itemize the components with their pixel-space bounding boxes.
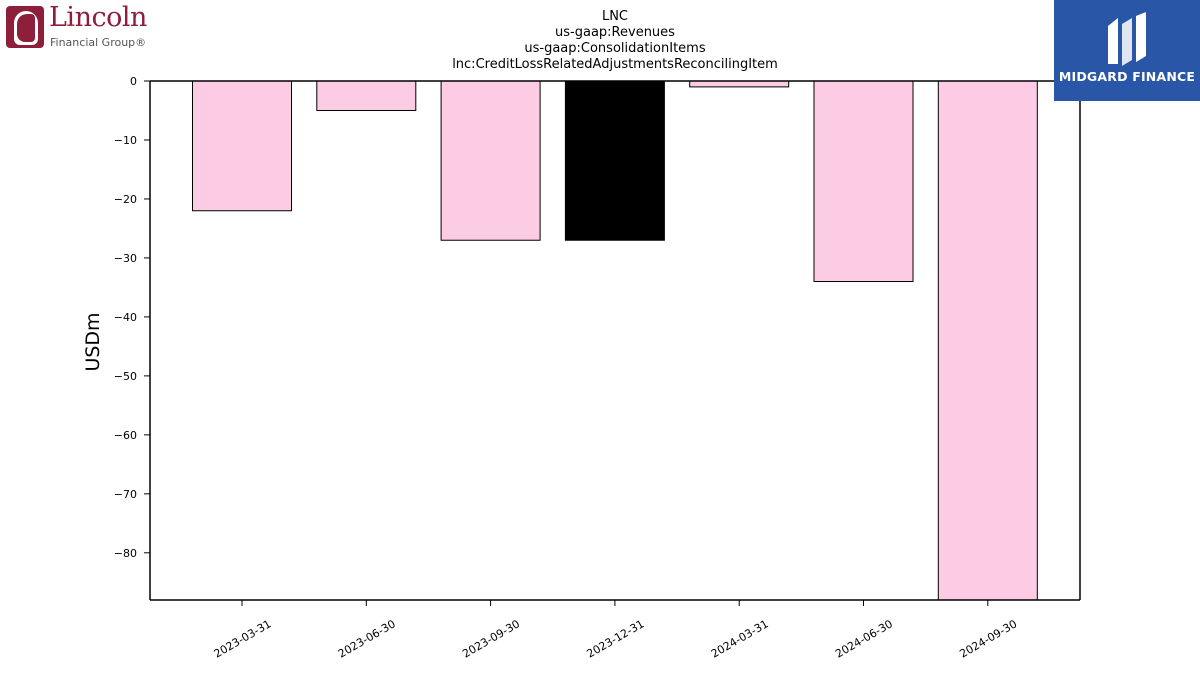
y-tick-label: −70 xyxy=(114,488,137,501)
y-tick-label: −50 xyxy=(114,370,137,383)
lincoln-profile-icon xyxy=(6,6,44,48)
x-tick-label: 2023-03-31 xyxy=(212,617,274,660)
lincoln-logo-subtitle: Financial Group® xyxy=(50,36,147,49)
chart-title: LNCus-gaap:Revenuesus-gaap:Consolidation… xyxy=(452,9,778,72)
bar-2023-12-31 xyxy=(564,80,665,241)
y-ticks: 0 −10 −20 −30 −40 −50 −60 −70 −80 xyxy=(114,75,150,560)
y-tick-label: −40 xyxy=(114,311,137,324)
lincoln-logo: Lincoln Financial Group® xyxy=(4,2,154,52)
x-tick-label: 2023-09-30 xyxy=(460,617,522,660)
y-tick-label: −60 xyxy=(114,429,137,442)
midgard-logo-name: MIDGARD FINANCE xyxy=(1058,69,1196,84)
x-tick-label: 2024-06-30 xyxy=(833,617,895,660)
bar-2023-09-30 xyxy=(440,80,541,241)
y-tick-label: 0 xyxy=(130,75,137,88)
midgard-finance-logo: MIDGARD FINANCE xyxy=(1054,0,1200,101)
bar-2023-06-30 xyxy=(316,80,417,111)
chart-title-line: LNC xyxy=(602,9,628,24)
chart-title-line: us-gaap:Revenues xyxy=(555,25,675,40)
midgard-emblem-icon xyxy=(1108,12,1146,66)
x-tick-label: 2023-06-30 xyxy=(336,617,398,660)
bar-2023-03-31 xyxy=(192,80,292,212)
bar-2024-06-30 xyxy=(813,80,914,283)
x-ticks: 2023-03-31 2023-06-30 2023-09-30 2023-12-31… xyxy=(212,600,1019,661)
y-tick-label: −20 xyxy=(114,193,137,206)
y-tick-label: −10 xyxy=(114,134,137,147)
bar-2024-03-31 xyxy=(689,80,790,88)
bars xyxy=(192,80,1038,601)
y-axis-label: USDm xyxy=(82,312,104,371)
bar-2024-09-30 xyxy=(937,80,1038,601)
x-tick-label: 2024-03-31 xyxy=(709,617,771,660)
x-tick-label: 2023-12-31 xyxy=(585,617,647,660)
y-tick-label: −30 xyxy=(114,252,137,265)
chart-title-line: us-gaap:ConsolidationItems xyxy=(524,41,705,56)
lincoln-logo-name: Lincoln xyxy=(49,2,147,33)
chart-title-line: lnc:CreditLossRelatedAdjustmentsReconcil… xyxy=(452,57,778,72)
y-tick-label: −80 xyxy=(114,547,137,560)
x-tick-label: 2024-09-30 xyxy=(957,617,1019,660)
